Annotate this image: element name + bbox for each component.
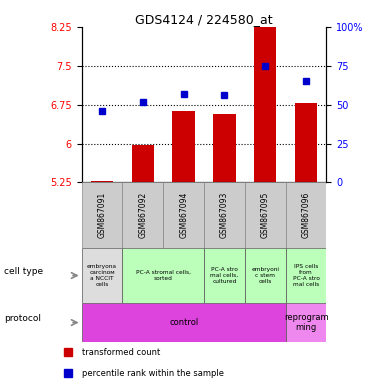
Bar xyxy=(122,182,163,248)
Text: IPS cells
from
PC-A stro
mal cells: IPS cells from PC-A stro mal cells xyxy=(293,264,319,287)
Bar xyxy=(204,248,245,303)
Text: protocol: protocol xyxy=(4,314,41,323)
Bar xyxy=(254,24,276,182)
Text: GSM867096: GSM867096 xyxy=(302,192,311,238)
Text: reprogram
ming: reprogram ming xyxy=(284,313,328,332)
Bar xyxy=(91,181,113,182)
Bar xyxy=(173,111,195,182)
Text: GSM867094: GSM867094 xyxy=(179,192,188,238)
Bar xyxy=(82,182,122,248)
Bar xyxy=(286,182,326,248)
Text: GSM867093: GSM867093 xyxy=(220,192,229,238)
Bar xyxy=(245,248,286,303)
Text: percentile rank within the sample: percentile rank within the sample xyxy=(82,369,223,378)
Bar xyxy=(82,248,122,303)
Text: transformed count: transformed count xyxy=(82,348,160,357)
Text: embryona
carcinoм
a NCCIT
cells: embryona carcinoм a NCCIT cells xyxy=(87,264,117,287)
Title: GDS4124 / 224580_at: GDS4124 / 224580_at xyxy=(135,13,273,26)
Text: GSM867095: GSM867095 xyxy=(261,192,270,238)
Bar xyxy=(122,248,204,303)
Bar xyxy=(295,103,317,182)
Text: GSM867091: GSM867091 xyxy=(98,192,106,238)
Bar xyxy=(213,114,236,182)
Text: embryoni
c stem
cells: embryoni c stem cells xyxy=(251,267,279,284)
Bar xyxy=(286,303,326,342)
Bar xyxy=(132,145,154,182)
Text: PC-A stro
mal cells,
cultured: PC-A stro mal cells, cultured xyxy=(210,267,239,284)
Text: cell type: cell type xyxy=(4,267,43,276)
Bar xyxy=(163,182,204,248)
Bar xyxy=(82,303,286,342)
Bar xyxy=(245,182,286,248)
Bar xyxy=(286,248,326,303)
Bar xyxy=(204,182,245,248)
Text: GSM867092: GSM867092 xyxy=(138,192,147,238)
Text: control: control xyxy=(169,318,198,327)
Text: PC-A stromal cells,
sorted: PC-A stromal cells, sorted xyxy=(136,270,191,281)
